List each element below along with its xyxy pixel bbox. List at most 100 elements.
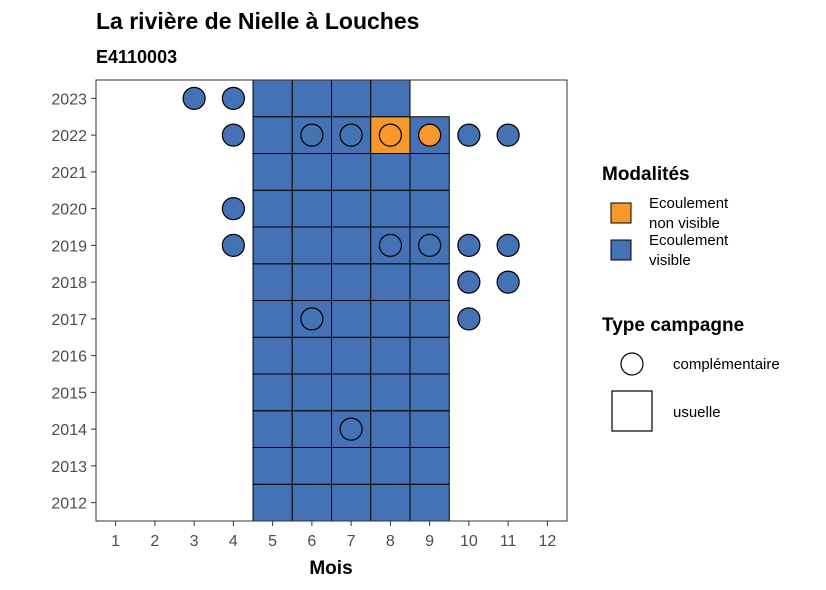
y-tick-label: 2017 bbox=[51, 312, 87, 329]
point-2022-11 bbox=[496, 123, 520, 147]
cell-2023-8 bbox=[370, 79, 411, 118]
cell-2015-9 bbox=[409, 373, 450, 412]
cell-2014-5 bbox=[252, 410, 293, 448]
cell-2021-7 bbox=[331, 153, 372, 191]
x-tick-label: 7 bbox=[347, 533, 356, 550]
y-tick-label: 2015 bbox=[51, 385, 87, 402]
point-2019-8 bbox=[378, 233, 402, 257]
y-tick-label: 2020 bbox=[51, 202, 87, 219]
cell-2013-9 bbox=[409, 447, 450, 485]
cell-2017-8 bbox=[370, 300, 411, 338]
y-tick-label: 2014 bbox=[51, 422, 87, 439]
y-tick-label: 2016 bbox=[51, 349, 87, 366]
cell-2021-8 bbox=[370, 153, 411, 191]
y-tick-label: 2021 bbox=[51, 165, 87, 182]
legend-label-usuelle: usuelle bbox=[673, 404, 721, 421]
point-2023-4 bbox=[221, 86, 245, 110]
cell-2012-8 bbox=[370, 483, 411, 522]
cell-2023-6 bbox=[291, 79, 332, 118]
x-tick-label: 12 bbox=[538, 533, 556, 550]
usuelle-cells bbox=[252, 79, 450, 522]
cell-2016-8 bbox=[370, 336, 411, 375]
point-2017-6 bbox=[300, 307, 324, 331]
cell-2023-5 bbox=[252, 79, 293, 118]
x-axis: 1 2 3 4 5 6 7 8 9 10 11 12 bbox=[111, 521, 556, 550]
chart-title: La rivière de Nielle à Louches bbox=[96, 8, 419, 34]
cell-2012-6 bbox=[291, 483, 332, 522]
x-tick-label: 5 bbox=[268, 533, 277, 550]
cell-2018-8 bbox=[370, 263, 411, 301]
cell-2012-7 bbox=[331, 483, 372, 522]
cell-2015-8 bbox=[370, 373, 411, 412]
legend: Modalités Ecoulement non visible Ecoulem… bbox=[602, 164, 780, 432]
cell-2019-5 bbox=[252, 226, 293, 265]
cell-2015-7 bbox=[331, 373, 372, 412]
complementaire-points bbox=[182, 86, 520, 441]
legend-label-complementaire: complémentaire bbox=[673, 356, 780, 373]
cell-2014-6 bbox=[291, 410, 332, 448]
x-tick-label: 2 bbox=[150, 533, 159, 550]
legend-title-modalites: Modalités bbox=[602, 164, 690, 185]
cell-2018-6 bbox=[291, 263, 332, 301]
cell-2016-7 bbox=[331, 336, 372, 375]
cell-2020-5 bbox=[252, 189, 293, 228]
x-axis-label: Mois bbox=[309, 558, 352, 579]
point-2022-7 bbox=[339, 123, 363, 147]
cell-2012-9 bbox=[409, 483, 450, 522]
legend-title-type: Type campagne bbox=[602, 315, 744, 336]
y-tick-label: 2018 bbox=[51, 275, 87, 292]
point-2023-3 bbox=[182, 86, 206, 110]
cell-2018-9 bbox=[409, 263, 450, 301]
x-tick-label: 10 bbox=[460, 533, 478, 550]
point-2022-6 bbox=[300, 123, 324, 147]
cell-2017-7 bbox=[331, 300, 372, 338]
legend-label-non-visible-line1: Ecoulement bbox=[649, 195, 729, 212]
point-2014-7 bbox=[339, 417, 363, 441]
cell-2016-6 bbox=[291, 336, 332, 375]
point-2022-9 bbox=[418, 123, 442, 147]
cell-2013-5 bbox=[252, 447, 293, 485]
cell-2019-6 bbox=[291, 226, 332, 265]
legend-swatch-non-visible bbox=[610, 202, 632, 224]
plot-border bbox=[95, 79, 568, 522]
x-tick-label: 4 bbox=[229, 533, 238, 550]
y-tick-label: 2023 bbox=[51, 91, 87, 108]
x-tick-label: 8 bbox=[386, 533, 395, 550]
point-2020-4 bbox=[221, 197, 245, 221]
point-2019-10 bbox=[457, 233, 481, 257]
y-tick-label: 2012 bbox=[51, 496, 87, 513]
x-tick-label: 9 bbox=[425, 533, 434, 550]
chart-subtitle: E4110003 bbox=[96, 47, 177, 67]
legend-label-non-visible-line2: non visible bbox=[649, 215, 720, 232]
cell-2014-9 bbox=[409, 410, 450, 448]
y-tick-label: 2022 bbox=[51, 128, 87, 145]
x-tick-label: 11 bbox=[500, 533, 517, 550]
point-2019-11 bbox=[496, 233, 520, 257]
point-2022-10 bbox=[457, 123, 481, 147]
cell-2017-5 bbox=[252, 300, 293, 338]
point-2018-11 bbox=[496, 270, 520, 294]
point-2018-10 bbox=[457, 270, 481, 294]
y-tick-label: 2019 bbox=[51, 238, 87, 255]
cell-2018-5 bbox=[252, 263, 293, 301]
cell-2021-5 bbox=[252, 153, 293, 191]
cell-2023-7 bbox=[331, 79, 372, 118]
cell-2021-6 bbox=[291, 153, 332, 191]
y-tick-label: 2013 bbox=[51, 459, 87, 476]
y-axis: 2012 2013 2014 2015 2016 2017 2018 2019 2020 2021… bbox=[51, 91, 96, 513]
legend-label-visible-line2: visible bbox=[649, 252, 691, 269]
legend-symbol-complementaire bbox=[620, 352, 644, 376]
x-tick-label: 3 bbox=[190, 533, 199, 550]
cell-2021-9 bbox=[409, 153, 450, 191]
cell-2013-8 bbox=[370, 447, 411, 485]
point-2022-4 bbox=[221, 123, 245, 147]
cell-2022-6 bbox=[291, 116, 332, 154]
legend-label-visible-line1: Ecoulement bbox=[649, 232, 729, 249]
cell-2016-9 bbox=[409, 336, 450, 375]
cell-2015-6 bbox=[291, 373, 332, 412]
point-2019-4 bbox=[221, 233, 245, 257]
cell-2014-8 bbox=[370, 410, 411, 448]
x-tick-label: 1 bbox=[111, 533, 120, 550]
cell-2012-5 bbox=[252, 483, 293, 522]
